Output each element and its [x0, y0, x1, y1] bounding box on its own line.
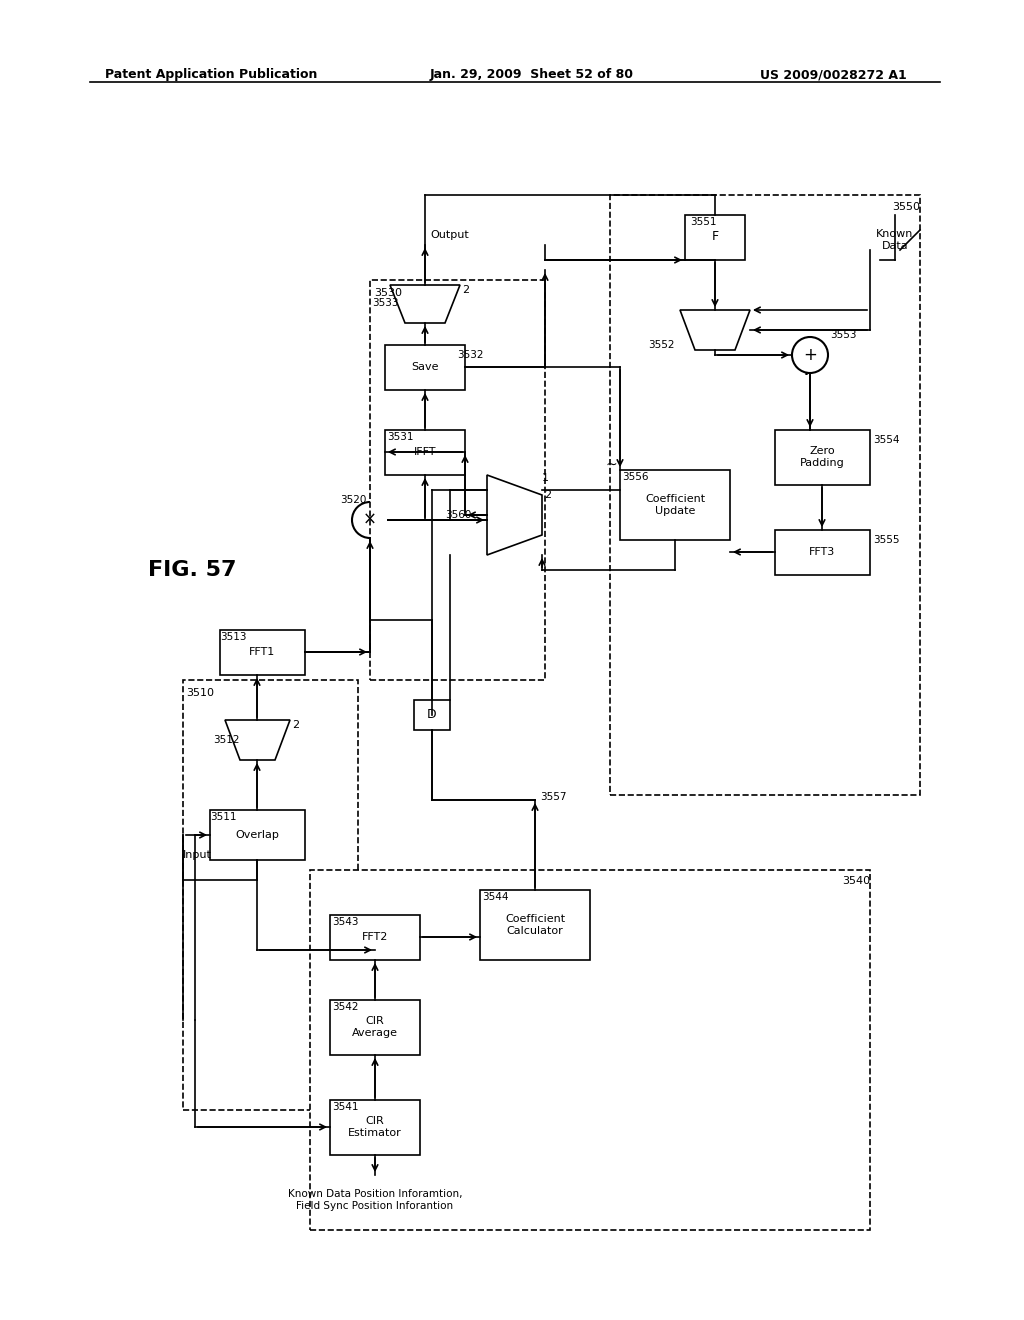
Text: F: F [712, 231, 719, 243]
Text: +: + [803, 346, 817, 364]
Text: 3520: 3520 [340, 495, 367, 506]
Text: Save: Save [412, 362, 438, 372]
Text: 3540: 3540 [842, 876, 870, 886]
Text: FFT3: FFT3 [809, 546, 836, 557]
FancyBboxPatch shape [183, 680, 358, 1110]
Text: Overlap: Overlap [236, 830, 279, 840]
Text: 3544: 3544 [482, 892, 509, 902]
FancyBboxPatch shape [685, 215, 745, 260]
FancyBboxPatch shape [220, 630, 305, 675]
Text: ~: ~ [605, 458, 617, 473]
Circle shape [352, 502, 388, 539]
Text: 2: 2 [292, 719, 299, 730]
Text: 3510: 3510 [186, 688, 214, 698]
Text: 3542: 3542 [332, 1002, 358, 1012]
Text: 3541: 3541 [332, 1102, 358, 1111]
Text: CIR
Average: CIR Average [352, 1016, 398, 1038]
Text: Patent Application Publication: Patent Application Publication [105, 69, 317, 81]
FancyBboxPatch shape [775, 430, 870, 484]
Text: 3557: 3557 [540, 792, 566, 803]
Polygon shape [390, 285, 460, 323]
Text: 3560: 3560 [445, 510, 472, 520]
Text: FFT2: FFT2 [361, 932, 388, 942]
Text: 3554: 3554 [873, 436, 899, 445]
Text: D: D [427, 709, 437, 722]
Text: Known
Data: Known Data [877, 230, 913, 251]
FancyBboxPatch shape [330, 1001, 420, 1055]
Text: 3532: 3532 [457, 350, 483, 360]
Text: 3512: 3512 [213, 735, 240, 744]
FancyBboxPatch shape [480, 890, 590, 960]
Text: 3551: 3551 [690, 216, 717, 227]
Text: ·: · [803, 366, 810, 385]
Text: CIR
Estimator: CIR Estimator [348, 1117, 401, 1138]
Text: FIG. 57: FIG. 57 [148, 560, 237, 579]
FancyBboxPatch shape [414, 700, 450, 730]
Polygon shape [225, 719, 290, 760]
Text: IFFT: IFFT [414, 447, 436, 457]
FancyBboxPatch shape [330, 1100, 420, 1155]
Text: 3556: 3556 [622, 473, 648, 482]
Text: 3531: 3531 [387, 432, 414, 442]
FancyBboxPatch shape [310, 870, 870, 1230]
Text: 2: 2 [544, 490, 551, 500]
FancyBboxPatch shape [385, 430, 465, 475]
Text: Output: Output [430, 230, 469, 240]
FancyBboxPatch shape [775, 531, 870, 576]
Polygon shape [680, 310, 750, 350]
Text: 3513: 3513 [220, 632, 247, 642]
Text: Zero
Padding: Zero Padding [800, 446, 845, 467]
Text: Coefficient
Calculator: Coefficient Calculator [505, 915, 565, 936]
Polygon shape [487, 475, 542, 554]
FancyBboxPatch shape [385, 345, 465, 389]
Text: US 2009/0028272 A1: US 2009/0028272 A1 [760, 69, 906, 81]
Text: FFT1: FFT1 [249, 647, 275, 657]
FancyBboxPatch shape [370, 280, 545, 680]
Circle shape [792, 337, 828, 374]
Text: 2: 2 [462, 285, 469, 294]
Text: 3555: 3555 [873, 535, 899, 545]
FancyBboxPatch shape [610, 195, 920, 795]
Text: Jan. 29, 2009  Sheet 52 of 80: Jan. 29, 2009 Sheet 52 of 80 [430, 69, 634, 81]
Text: ×: × [364, 511, 377, 529]
FancyBboxPatch shape [210, 810, 305, 861]
Text: 3553: 3553 [830, 330, 856, 341]
FancyBboxPatch shape [330, 915, 420, 960]
Text: 1: 1 [542, 473, 549, 483]
FancyBboxPatch shape [620, 470, 730, 540]
Text: Coefficient
Update: Coefficient Update [645, 494, 706, 516]
Text: 3511: 3511 [210, 812, 237, 822]
Text: 3543: 3543 [332, 917, 358, 927]
Text: 3530: 3530 [374, 288, 402, 298]
Text: 3550: 3550 [892, 202, 920, 213]
Text: Known Data Position Inforamtion,
Field Sync Position Inforantion: Known Data Position Inforamtion, Field S… [288, 1189, 462, 1210]
Text: 3552: 3552 [648, 341, 675, 350]
Text: Input: Input [183, 850, 212, 861]
Text: 3533: 3533 [372, 298, 398, 308]
